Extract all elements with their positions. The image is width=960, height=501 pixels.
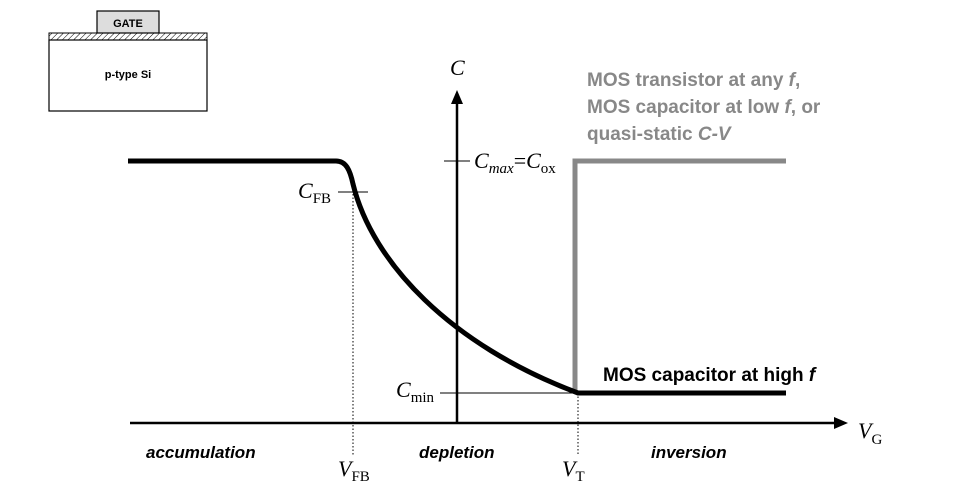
high-frequency-curve [128,158,786,396]
substrate [48,39,208,112]
curves [128,158,786,396]
inversion-label: inversion [651,443,727,462]
oxide-layer [48,32,208,41]
axes: C VG [130,55,882,448]
low-frequency-curve [572,158,786,393]
depletion-label: depletion [419,443,495,462]
region-labels: accumulation depletion inversion [146,443,727,462]
vt-label: VT [562,456,585,485]
accumulation-label: accumulation [146,443,256,462]
high-f-annotation: MOS capacitor at high f [603,365,817,386]
x-axis-arrow [834,417,848,429]
vfb-label: VFB [338,456,370,485]
cmin-label: Cmin [396,377,435,406]
y-axis-label: C [450,55,465,80]
curve-annotations: MOS transistor at any f, MOS capacitor a… [587,70,821,386]
marker-labels: Cmax=Cox CFB Cmin VFB VT [298,148,585,485]
gate-label: GATE [113,18,143,30]
low-f-annotation-line3: quasi-static C-V [587,124,732,145]
x-axis-label: VG [858,418,882,448]
cmax-label: Cmax=Cox [474,148,556,177]
substrate-label: p-type Si [105,69,151,81]
cfb-label: CFB [298,178,331,207]
low-f-annotation-line2: MOS capacitor at low f, or [587,97,821,118]
low-f-annotation-line1: MOS transistor at any f, [587,70,800,91]
y-axis-arrow [451,90,463,104]
mos-structure-inset: GATE p-type Si [48,10,208,112]
